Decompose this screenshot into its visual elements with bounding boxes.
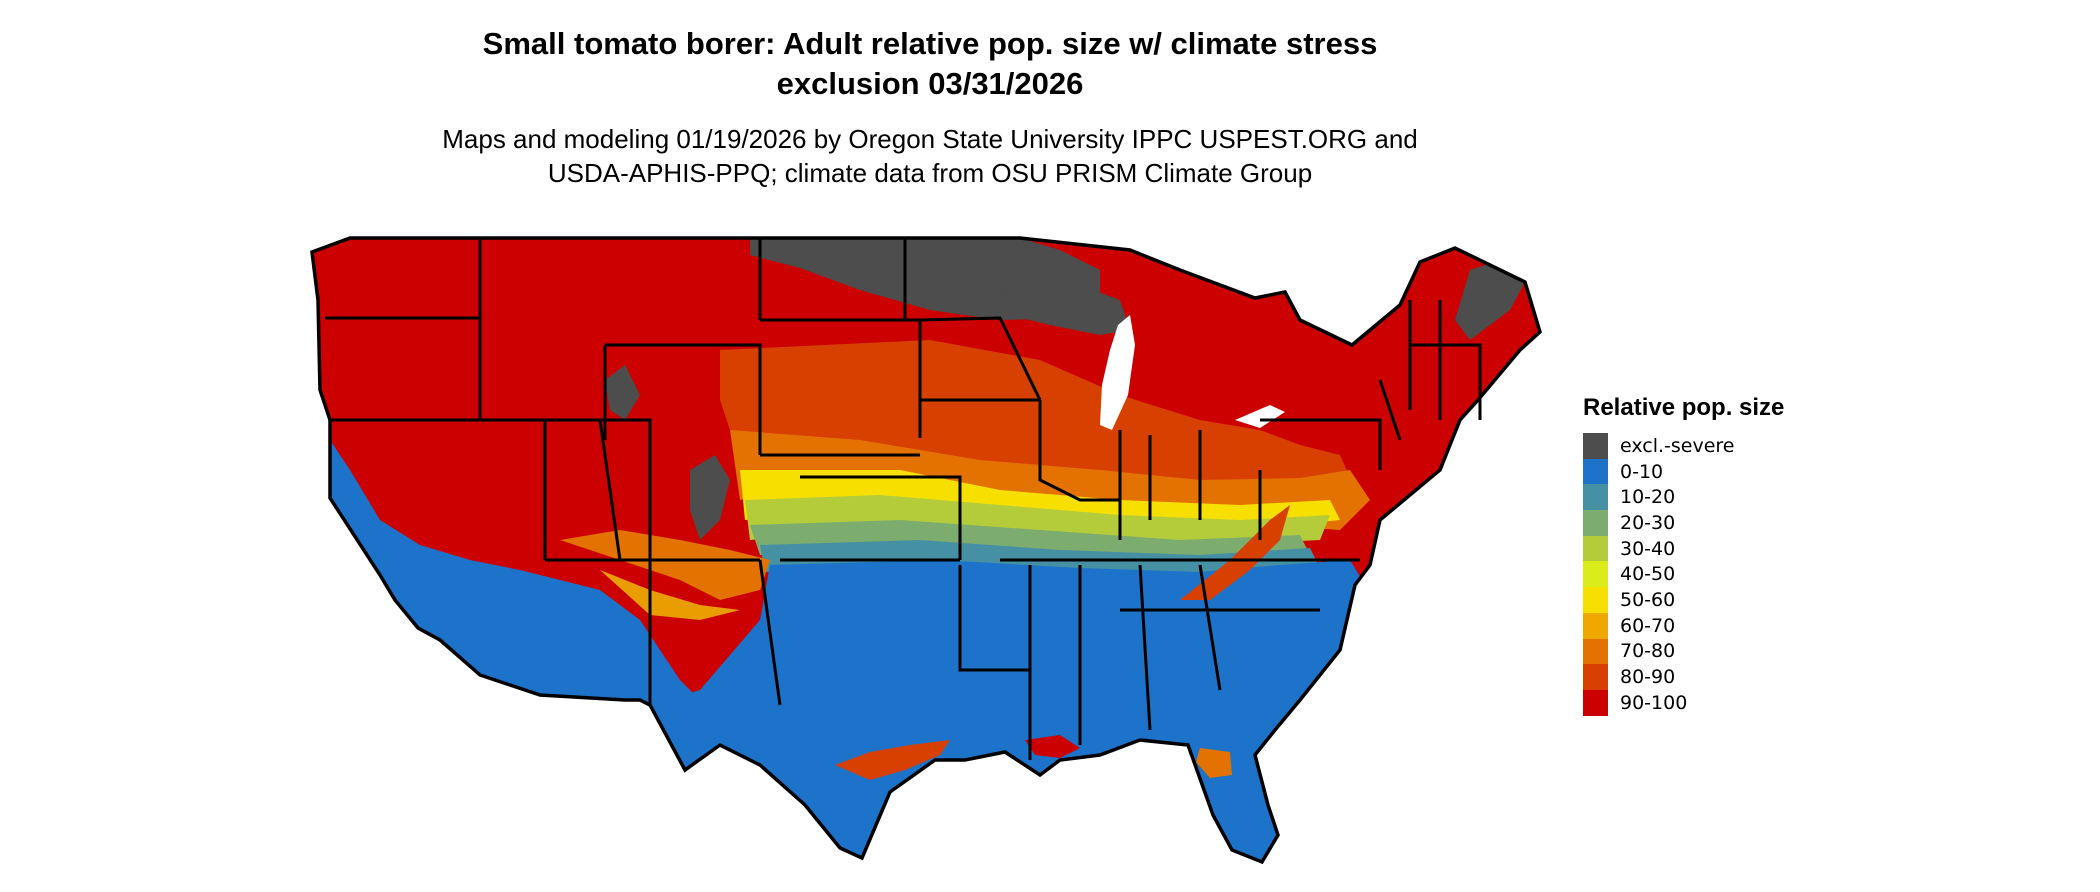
map-subtitle-line-2: USDA-APHIS-PPQ; climate data from OSU PR… (547, 158, 1313, 188)
zone-0-10-south (650, 560, 1365, 862)
legend-label: 70-80 (1620, 640, 1676, 663)
legend-item: 70-80 (1583, 638, 1784, 665)
zone-texas-coast (835, 740, 950, 780)
map-subtitle-line-1: Maps and modeling 01/19/2026 by Oregon S… (442, 124, 1418, 154)
map-title-line-2: exclusion 03/31/2026 (776, 66, 1084, 101)
legend-items: excl.-severe 0-10 10-20 20-30 30-40 40-50 50-6… (1583, 433, 1784, 716)
legend-label: 40-50 (1620, 563, 1676, 586)
legend-swatch (1583, 689, 1608, 716)
zone-0-10-west (312, 420, 700, 705)
map-subtitle: Maps and modeling 01/19/2026 by Oregon S… (390, 122, 1470, 190)
legend-label: 30-40 (1620, 537, 1676, 560)
zone-florida-coast (1196, 748, 1232, 778)
legend-item: excl.-severe (1583, 433, 1784, 459)
zone-excluded-great-lakes (1000, 285, 1130, 335)
legend-item: 80-90 (1583, 664, 1784, 690)
legend-item: 60-70 (1583, 612, 1784, 639)
legend-swatch (1583, 510, 1608, 536)
legend-item: 10-20 (1583, 484, 1784, 511)
lake-erie (1235, 405, 1285, 428)
zone-40-60-southwest (600, 570, 740, 620)
legend-label: 50-60 (1620, 588, 1676, 611)
legend-swatch (1583, 612, 1608, 639)
us-map (300, 225, 1560, 890)
legend: Relative pop. size excl.-severe 0-10 10-20… (1583, 393, 1784, 716)
us-map-svg (310, 236, 1542, 864)
map-title: Small tomato borer: Adult relative pop. … (390, 24, 1470, 104)
legend-label: 90-100 (1620, 691, 1688, 714)
legend-label: excl.-severe (1620, 434, 1735, 457)
zone-appalachian (1180, 505, 1290, 600)
legend-swatch (1583, 587, 1608, 613)
legend-label: 0-10 (1620, 460, 1664, 483)
legend-title: Relative pop. size (1583, 394, 1785, 421)
legend-label: 80-90 (1620, 666, 1676, 689)
legend-item: 50-60 (1583, 587, 1784, 613)
legend-label: 10-20 (1620, 486, 1676, 509)
legend-swatch (1583, 664, 1608, 690)
legend-swatch (1583, 458, 1608, 485)
state-borders (325, 238, 1482, 760)
legend-swatch (1583, 535, 1608, 562)
legend-item: 20-30 (1583, 510, 1784, 536)
legend-item: 90-100 (1583, 689, 1784, 716)
legend-item: 0-10 (1583, 458, 1784, 485)
legend-swatch (1583, 433, 1608, 459)
legend-item: 30-40 (1583, 535, 1784, 562)
legend-swatch (1583, 484, 1608, 511)
legend-item: 40-50 (1583, 561, 1784, 588)
zone-70-80-southwest (560, 530, 770, 600)
legend-swatch (1583, 561, 1608, 588)
zone-excluded-colorado (690, 455, 730, 540)
legend-label: 60-70 (1620, 614, 1676, 637)
legend-swatch (1583, 638, 1608, 665)
zone-louisiana-coast (1025, 735, 1080, 758)
lake-michigan (1100, 315, 1135, 430)
legend-label: 20-30 (1620, 511, 1676, 534)
map-title-line-1: Small tomato borer: Adult relative pop. … (482, 26, 1378, 61)
zone-excluded-new-england (1455, 260, 1525, 340)
zone-excluded-rockies (605, 365, 640, 420)
